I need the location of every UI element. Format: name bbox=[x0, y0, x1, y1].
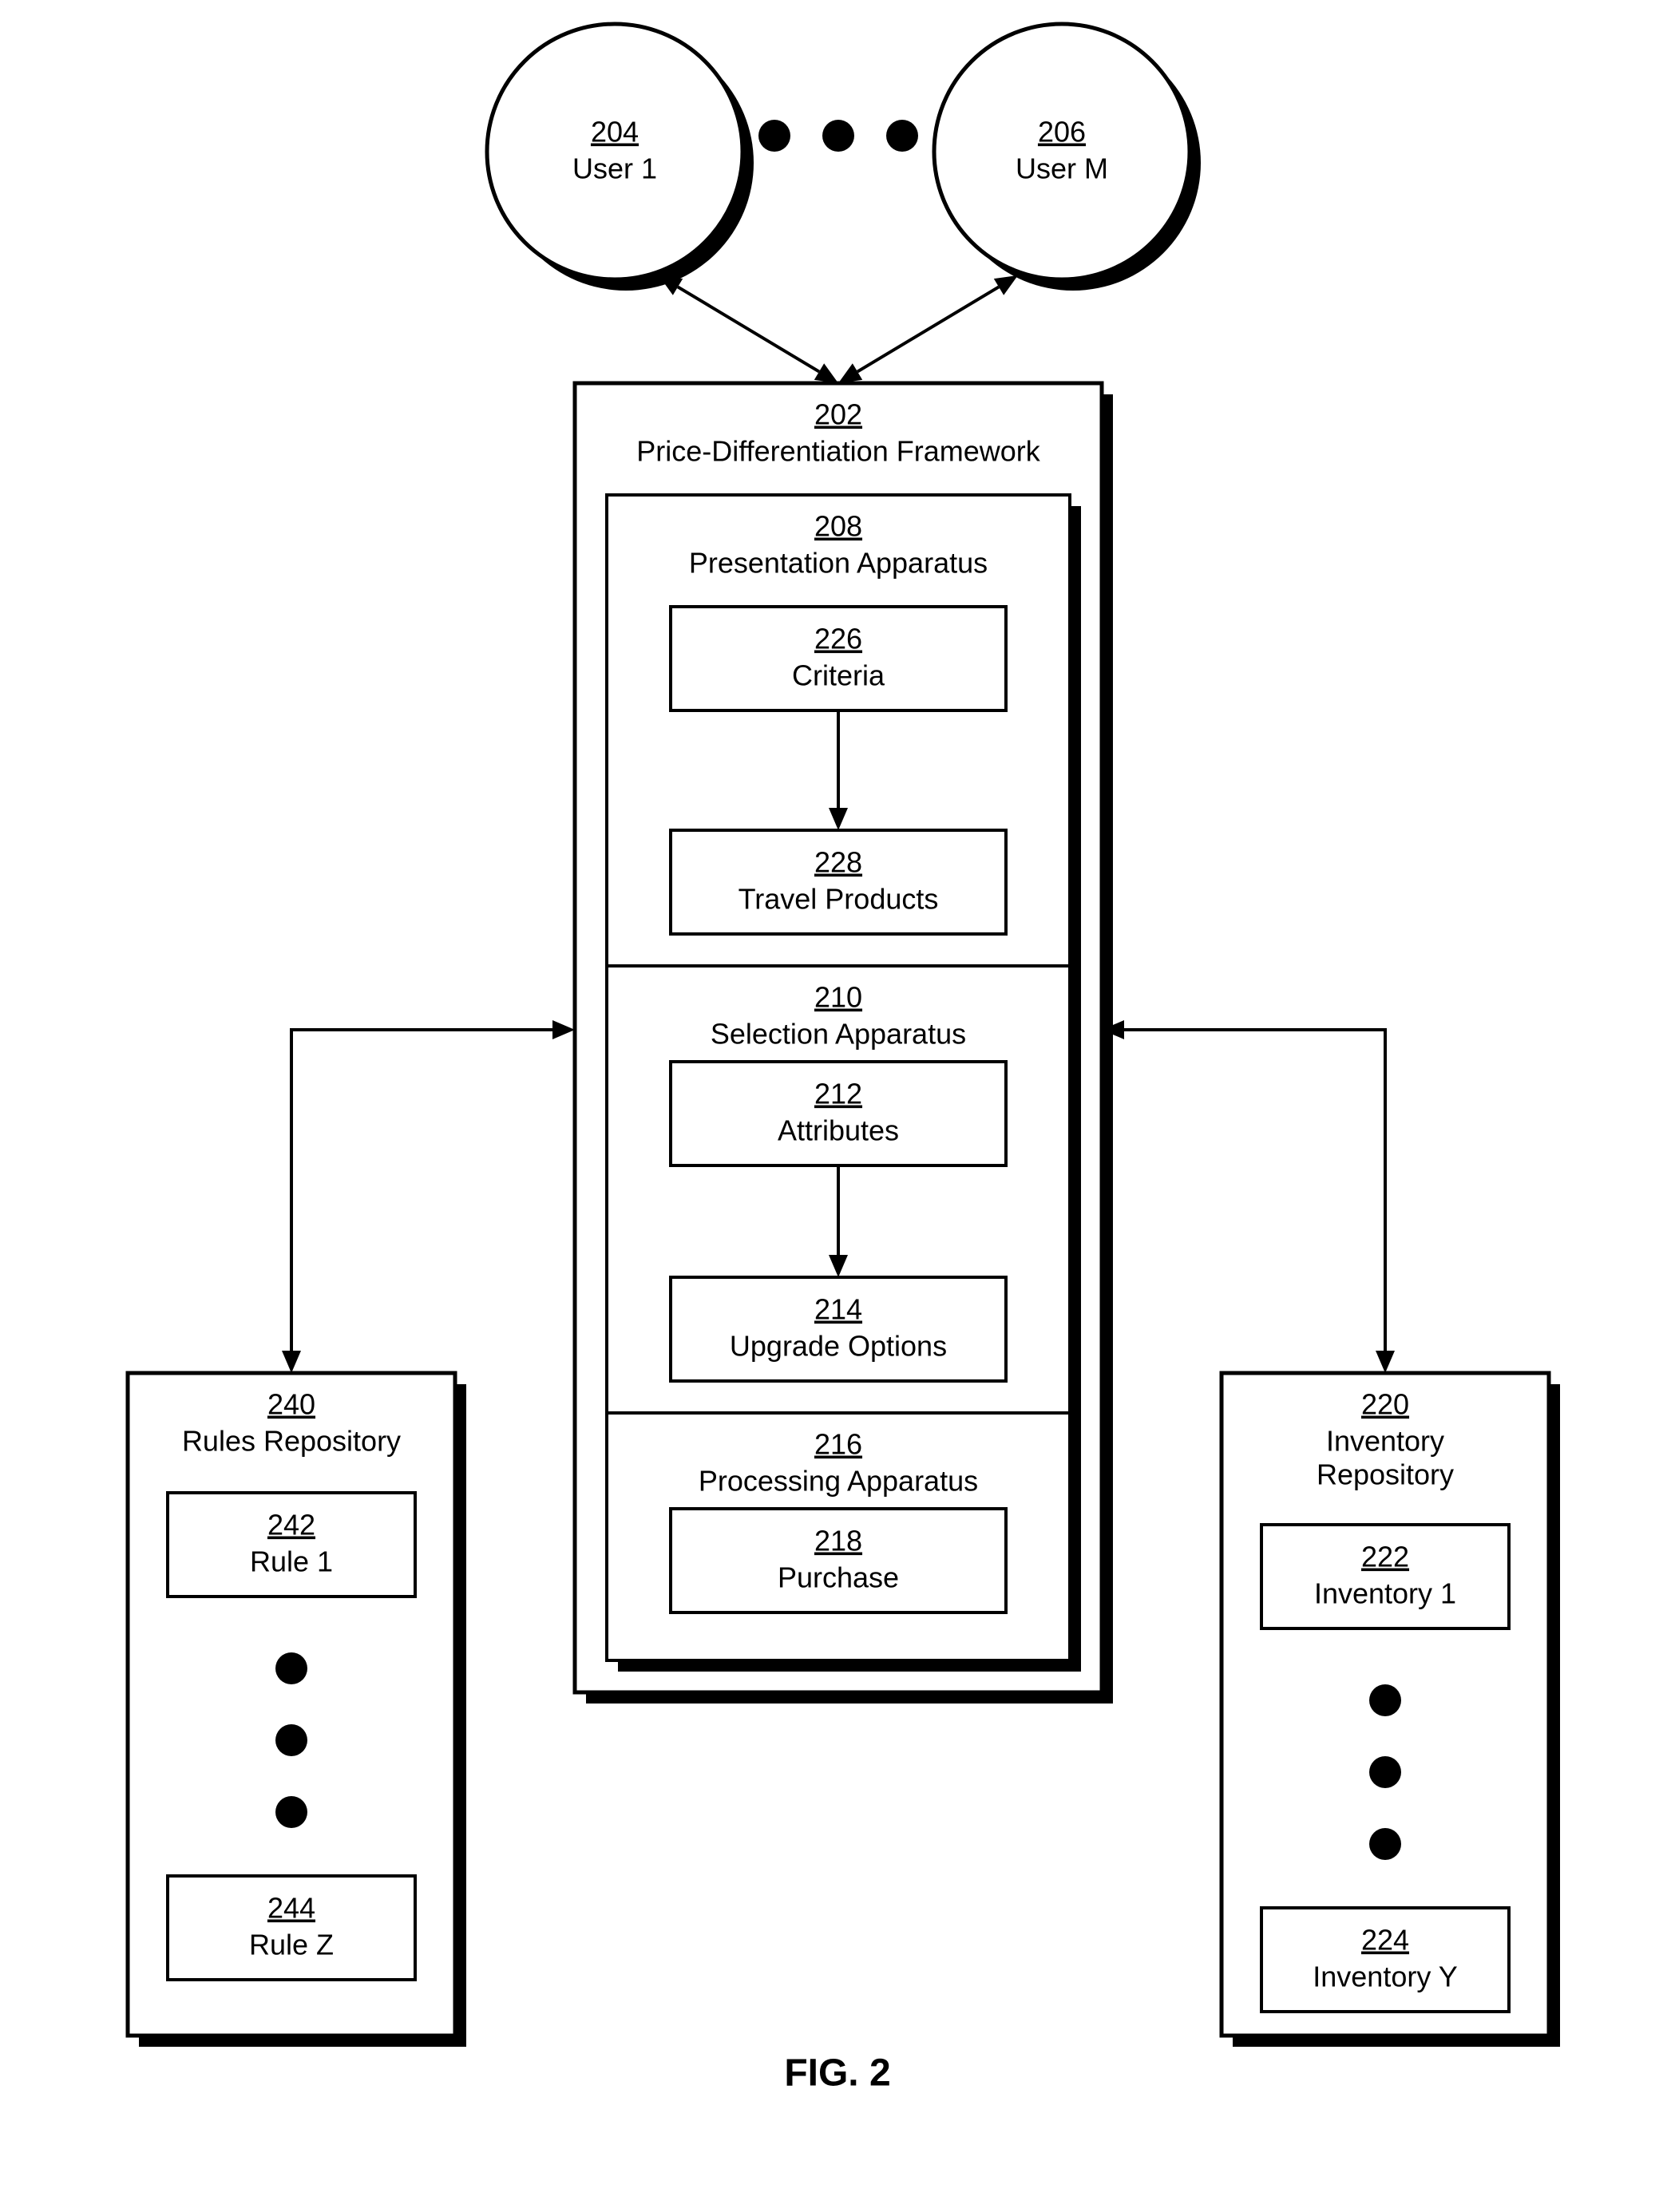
upgrade-options-box-ref: 214 bbox=[814, 1293, 862, 1326]
rules-repo-ref: 240 bbox=[267, 1388, 315, 1421]
arrowhead bbox=[1376, 1351, 1395, 1373]
inventoryY-box-label: Inventory Y bbox=[1313, 1961, 1457, 1993]
inventory-repo-ref: 220 bbox=[1361, 1388, 1409, 1421]
arrowhead bbox=[552, 1020, 575, 1039]
rules-repo-label: Rules Repository bbox=[182, 1425, 401, 1458]
upgrade-options-box-label: Upgrade Options bbox=[730, 1330, 947, 1363]
presentation-ref: 208 bbox=[814, 510, 862, 543]
processing-label: Processing Apparatus bbox=[699, 1465, 978, 1498]
ellipsis-dot bbox=[275, 1796, 307, 1828]
purchase-box-label: Purchase bbox=[778, 1561, 899, 1594]
ellipsis-dot bbox=[822, 120, 854, 152]
ellipsis-dot bbox=[275, 1724, 307, 1756]
attributes-box-ref: 212 bbox=[814, 1078, 862, 1110]
inventory1-box-ref: 222 bbox=[1361, 1541, 1409, 1573]
user-label: User M bbox=[1016, 152, 1108, 185]
framework-ref: 202 bbox=[814, 398, 862, 431]
arrowhead bbox=[994, 275, 1018, 295]
ruleZ-box-label: Rule Z bbox=[249, 1929, 334, 1961]
figure-label: FIG. 2 bbox=[784, 2052, 890, 2095]
framework-label: Price-Differentiation Framework bbox=[636, 435, 1040, 468]
edge bbox=[291, 1030, 552, 1351]
user-label: User 1 bbox=[572, 152, 657, 185]
inventoryY-box-ref: 224 bbox=[1361, 1924, 1409, 1957]
inventory1-box-label: Inventory 1 bbox=[1314, 1577, 1456, 1610]
criteria-box-ref: 226 bbox=[814, 623, 862, 655]
arrowhead bbox=[838, 363, 862, 383]
inventory-repo-label1: Inventory bbox=[1326, 1425, 1444, 1458]
purchase-box-ref: 218 bbox=[814, 1525, 862, 1557]
ellipsis-dot bbox=[758, 120, 790, 152]
arrowhead bbox=[814, 363, 838, 383]
ellipsis-dot bbox=[1369, 1828, 1401, 1860]
ellipsis-dot bbox=[275, 1652, 307, 1684]
ellipsis-dot bbox=[1369, 1684, 1401, 1716]
user-ref: 206 bbox=[1038, 116, 1086, 148]
edge bbox=[857, 287, 999, 371]
selection-ref: 210 bbox=[814, 981, 862, 1014]
edge bbox=[678, 287, 819, 371]
attributes-box-label: Attributes bbox=[778, 1114, 899, 1147]
rule1-box-ref: 242 bbox=[267, 1509, 315, 1541]
ellipsis-dot bbox=[1369, 1756, 1401, 1788]
travel-products-box-ref: 228 bbox=[814, 846, 862, 879]
selection-label: Selection Apparatus bbox=[711, 1018, 966, 1051]
ellipsis-dot bbox=[886, 120, 918, 152]
rule1-box-label: Rule 1 bbox=[250, 1545, 333, 1578]
ruleZ-box-ref: 244 bbox=[267, 1892, 315, 1925]
arrowhead bbox=[282, 1351, 301, 1373]
inventory-repo-label2: Repository bbox=[1317, 1458, 1454, 1491]
user-ref: 204 bbox=[591, 116, 639, 148]
processing-ref: 216 bbox=[814, 1428, 862, 1461]
edge bbox=[1124, 1030, 1385, 1351]
criteria-box-label: Criteria bbox=[792, 659, 885, 692]
travel-products-box-label: Travel Products bbox=[739, 883, 939, 916]
presentation-label: Presentation Apparatus bbox=[689, 547, 988, 580]
